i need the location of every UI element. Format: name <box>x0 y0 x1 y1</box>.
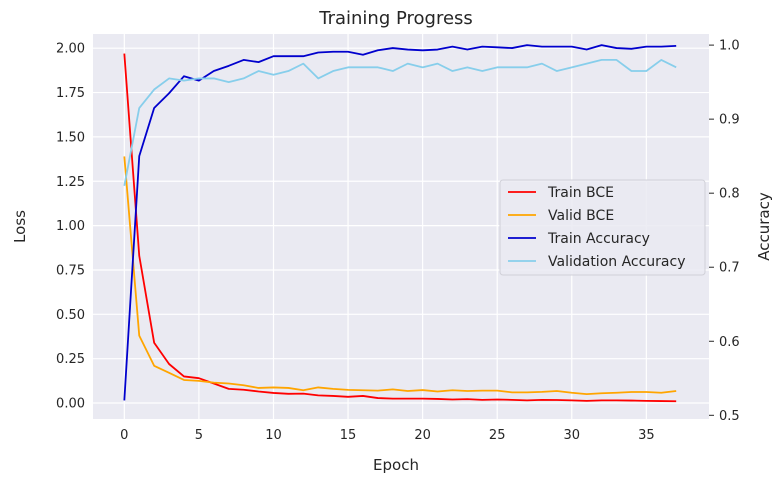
legend-label-validation-accuracy: Validation Accuracy <box>548 254 686 270</box>
x-tick-label: 5 <box>195 428 203 443</box>
y-tick-label-right: 1.0 <box>719 39 740 54</box>
y-tick-label-left: 2.00 <box>56 42 85 57</box>
y-tick-label-left: 0.25 <box>56 352 85 367</box>
y-axis-label-right: Accuracy <box>755 192 773 261</box>
y-tick-label-left: 1.00 <box>56 219 85 234</box>
y-tick-label-left: 1.75 <box>56 86 85 101</box>
y-tick-label-right: 0.8 <box>719 187 740 202</box>
x-tick-label: 10 <box>265 428 282 443</box>
x-tick-label: 20 <box>414 428 431 443</box>
series-line-train-bce <box>123 53 677 403</box>
y-tick-label-left: 0.50 <box>56 308 85 323</box>
y-tick-label-right: 0.6 <box>719 335 740 350</box>
series-line-validation-accuracy <box>123 59 677 186</box>
legend: Train BCE Valid BCE Train Accuracy Valid… <box>499 179 706 276</box>
y-tick-label-left: 0.00 <box>56 397 85 412</box>
x-tick-label: 30 <box>564 428 581 443</box>
y-tick-label-left: 1.50 <box>56 130 85 145</box>
series-lines <box>123 44 677 403</box>
x-tick-label: 15 <box>340 428 357 443</box>
legend-label-valid-bce: Valid BCE <box>548 208 614 224</box>
x-tick-label: 35 <box>638 428 655 443</box>
legend-label-train-accuracy: Train Accuracy <box>547 231 650 247</box>
y-axis-label-left: Loss <box>11 210 29 243</box>
y-tick-label-right: 0.5 <box>719 409 740 424</box>
legend-box <box>499 179 706 276</box>
y-tick-label-right: 0.9 <box>719 113 740 128</box>
x-tick-label: 25 <box>489 428 506 443</box>
series-line-valid-bce <box>123 156 677 396</box>
tick-labels: 0 5 10 15 20 25 30 35 0.00 0.25 0.50 0.75 1.00 1.25 1.… <box>56 39 740 443</box>
x-tick-label: 0 <box>120 428 128 443</box>
y-tick-label-left: 0.75 <box>56 263 85 278</box>
y-tick-label-right: 0.7 <box>719 261 740 276</box>
series-line-train-accuracy <box>123 44 677 401</box>
grid <box>93 34 709 419</box>
legend-label-train-bce: Train BCE <box>547 185 614 201</box>
chart-title: Training Progress <box>318 8 473 29</box>
y-tick-label-left: 1.25 <box>56 175 85 190</box>
x-axis-label: Epoch <box>373 456 419 474</box>
